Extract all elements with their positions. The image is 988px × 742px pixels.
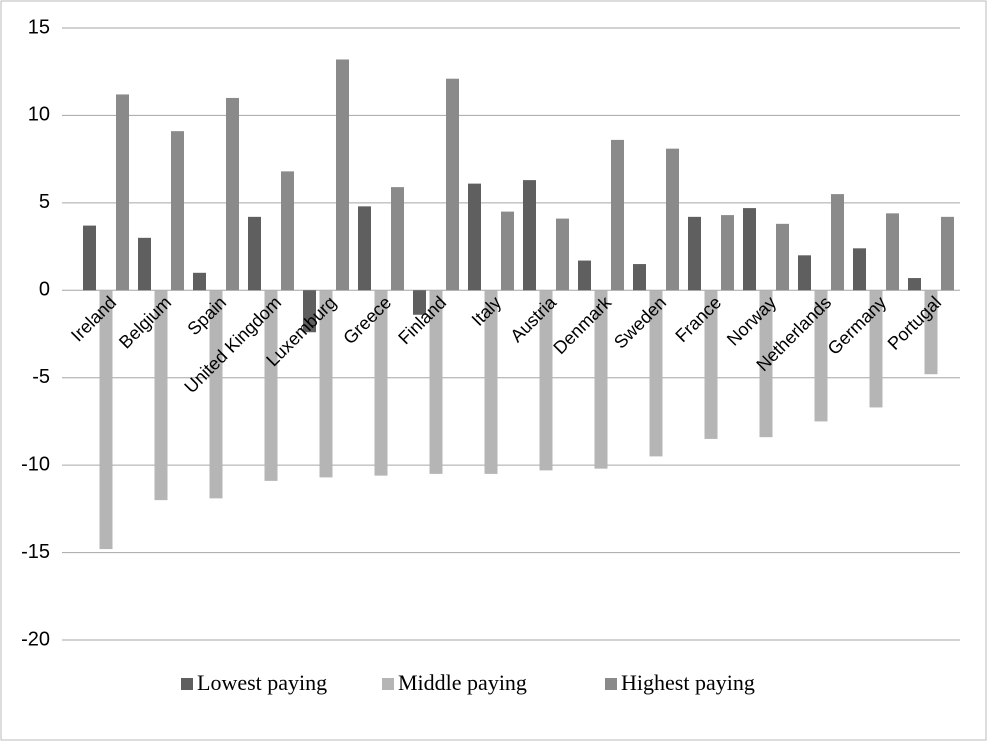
bar <box>446 78 459 291</box>
y-tick-label: 0 <box>39 279 50 301</box>
bar <box>814 290 828 422</box>
y-tick-label: -10 <box>21 453 50 475</box>
bar <box>908 278 921 291</box>
bar <box>413 290 426 315</box>
bar <box>594 290 608 469</box>
bar <box>853 248 866 291</box>
legend-swatch <box>382 678 394 690</box>
bar <box>578 260 591 291</box>
bar <box>484 290 498 474</box>
bar <box>193 272 206 291</box>
bar <box>743 208 756 291</box>
bar <box>633 264 646 291</box>
bar <box>688 216 701 291</box>
bar <box>154 290 168 501</box>
bar <box>99 290 113 550</box>
bar <box>666 148 679 291</box>
y-tick-label: -5 <box>32 366 50 388</box>
y-tick-label: 5 <box>39 191 50 213</box>
bar <box>319 290 333 478</box>
bar <box>539 290 553 471</box>
bar <box>138 237 151 291</box>
bar <box>264 290 278 481</box>
legend-swatch <box>605 678 617 690</box>
bar <box>759 290 773 438</box>
y-tick-label: 10 <box>28 104 50 126</box>
bar <box>303 290 316 333</box>
bar <box>886 213 899 291</box>
bar <box>209 290 223 499</box>
y-tick-label: 15 <box>28 16 50 38</box>
bar <box>116 94 129 291</box>
bar <box>391 187 404 291</box>
legend-label: Middle paying <box>398 670 527 695</box>
y-tick-label: -15 <box>21 541 50 563</box>
bar <box>358 206 371 291</box>
bar <box>429 290 443 474</box>
bar <box>171 131 184 291</box>
bar <box>798 255 811 291</box>
bar <box>83 225 96 291</box>
bar <box>941 216 954 291</box>
bar <box>374 290 388 476</box>
bar <box>281 171 294 291</box>
legend-swatch <box>181 678 193 690</box>
y-tick-label: -20 <box>21 628 50 650</box>
bar <box>649 290 663 457</box>
bar <box>776 223 789 291</box>
bar <box>721 215 734 291</box>
bar <box>611 139 624 291</box>
bar <box>336 59 349 291</box>
legend-label: Highest paying <box>621 670 755 695</box>
bar <box>869 290 883 408</box>
bar <box>831 194 844 291</box>
bar <box>468 183 481 291</box>
bar <box>248 216 261 291</box>
bar <box>501 211 514 291</box>
bar <box>226 97 239 291</box>
bar <box>704 290 718 439</box>
legend-label: Lowest paying <box>197 670 327 695</box>
bar <box>556 218 569 291</box>
bar <box>523 180 536 291</box>
bar <box>924 290 938 375</box>
